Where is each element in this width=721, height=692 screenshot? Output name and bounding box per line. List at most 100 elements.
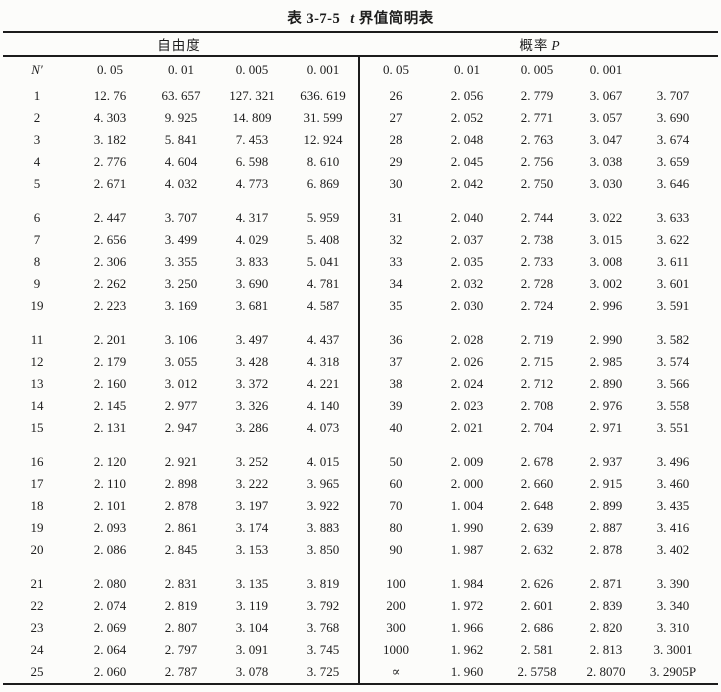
table-cell: 2. 648 (520, 498, 554, 513)
table-row: 200 1. 972 2. 601 2. 839 3. 340 (360, 595, 721, 617)
row-group: 11 2. 201 3. 106 3. 497 4. 437 12 2. 179 3. 055… (0, 329, 358, 439)
table-cell: 3. 622 (656, 232, 690, 247)
table-row: 37 2. 026 2. 715 2. 985 3. 574 (360, 351, 721, 373)
table-cell: 29 (389, 154, 403, 169)
table-row: 28 2. 048 2. 763 3. 047 3. 674 (360, 129, 721, 151)
table-left-half: N′ 0. 05 0. 01 0. 005 0. 001 1 12. 76 63. 657 1… (0, 57, 358, 683)
table-cell: 2. 223 (93, 298, 127, 313)
table-cell: 2. 048 (450, 132, 484, 147)
table-right-half: 0. 05 0. 01 0. 005 0. 001 26 2. 056 2. 779 3. … (358, 57, 721, 683)
table-cell: 9. 925 (164, 110, 198, 125)
table-row: 22 2. 074 2. 819 3. 119 3. 792 (0, 595, 358, 617)
table-cell: 3. 078 (235, 664, 269, 679)
table-cell: 3. 104 (235, 620, 269, 635)
table-rows-right: 26 2. 056 2. 779 3. 067 3. 707 27 2. 052 2. 771… (360, 85, 721, 683)
table-cell: 2. 632 (520, 542, 554, 557)
table-cell: 7 (33, 232, 41, 247)
table-cell: 2. 763 (520, 132, 554, 147)
table-cell: 3. 002 (589, 276, 623, 291)
table-cell: 2. 678 (520, 454, 554, 469)
table-row: 29 2. 045 2. 756 3. 038 3. 659 (360, 151, 721, 173)
table-cell: 31 (389, 210, 403, 225)
table-cell: 0. 005 (235, 62, 269, 77)
table-row: 11 2. 201 3. 106 3. 497 4. 437 (0, 329, 358, 351)
table-cell: 2. 819 (164, 598, 198, 613)
table-cell: 9 (33, 276, 41, 291)
table-cell: 2. 045 (450, 154, 484, 169)
table-cell: 3. 591 (656, 298, 690, 313)
table-cell: 2. 708 (520, 398, 554, 413)
table-cell: 2. 110 (93, 476, 127, 491)
table-row: 12 2. 179 3. 055 3. 428 4. 318 (0, 351, 358, 373)
table-cell: 2. 704 (520, 420, 554, 435)
table-cell: 2 (33, 110, 41, 125)
table-cell: 2. 626 (520, 576, 554, 591)
table-cell: 0. 001 (306, 62, 340, 77)
table-cell: 2. 820 (589, 620, 623, 635)
table-cell: 3. 153 (235, 542, 269, 557)
group-header-degrees-of-freedom: 自由度 (157, 38, 201, 53)
table-cell: 1. 990 (450, 520, 484, 535)
table-cell: 5 (33, 176, 41, 191)
table-cell: 1. 960 (450, 664, 484, 679)
table-row: 100 1. 984 2. 626 2. 871 3. 390 (360, 573, 721, 595)
row-group: 16 2. 120 2. 921 3. 252 4. 015 17 2. 110 2. 898… (0, 451, 358, 561)
group-header-probability: 概率 P (358, 34, 721, 54)
table-cell: 3. 106 (164, 332, 198, 347)
table-cell: 2. 8070 (586, 664, 626, 679)
table-cell: 4. 604 (164, 154, 198, 169)
table-cell: ∝ (391, 664, 401, 679)
table-cell: 2. 971 (589, 420, 623, 435)
table-cell: 3. 340 (656, 598, 690, 613)
table-cell: 2. 009 (450, 454, 484, 469)
table-cell: 3. 833 (235, 254, 269, 269)
table-cell: 2. 101 (93, 498, 127, 513)
table-cell: 2. 750 (520, 176, 554, 191)
table-cell: 3. 286 (235, 420, 269, 435)
table-row: ∝ 1. 960 2. 5758 2. 8070 3. 2905P (360, 661, 721, 683)
table-cell: 3. 707 (656, 88, 690, 103)
table-cell: 18 (30, 498, 44, 513)
table-cell: 32 (389, 232, 403, 247)
table-cell: 2. 060 (93, 664, 127, 679)
table-cell: 2. 845 (164, 542, 198, 557)
table-cell: 2. 937 (589, 454, 623, 469)
table-cell: 40 (389, 420, 403, 435)
table-cell: 3. 250 (164, 276, 198, 291)
table-cell: 3. 551 (656, 420, 690, 435)
row-group: 50 2. 009 2. 678 2. 937 3. 496 60 2. 000 2. 660… (360, 451, 721, 561)
table-cell: 2. 056 (450, 88, 484, 103)
table-cell: 3. 355 (164, 254, 198, 269)
table-cell: 3. 435 (656, 498, 690, 513)
table-cell: 3. 965 (306, 476, 340, 491)
title-text: 界值简明表 (358, 11, 434, 27)
table-cell: 2. 990 (589, 332, 623, 347)
table-cell: 3. 057 (589, 110, 623, 125)
bottom-rule (3, 683, 718, 685)
table-cell: 3. 819 (306, 576, 340, 591)
table-cell: 20 (30, 542, 44, 557)
table-cell: 2. 660 (520, 476, 554, 491)
table-cell: 4. 781 (306, 276, 340, 291)
table-cell: 3. 310 (656, 620, 690, 635)
table-cell: 5. 959 (306, 210, 340, 225)
table-cell: 2. 074 (93, 598, 127, 613)
table-cell: 2. 947 (164, 420, 198, 435)
table-cell: 3. 690 (656, 110, 690, 125)
table-cell: 2. 028 (450, 332, 484, 347)
table-cell: 1. 962 (450, 642, 484, 657)
table-cell: 2. 447 (93, 210, 127, 225)
table-cell: 12 (30, 354, 44, 369)
table-cell: 3. 197 (235, 498, 269, 513)
table-cell: 1. 004 (450, 498, 484, 513)
table-row: 26 2. 056 2. 779 3. 067 3. 707 (360, 85, 721, 107)
table-cell: 2. 887 (589, 520, 623, 535)
table-row: 32 2. 037 2. 738 3. 015 3. 622 (360, 229, 721, 251)
table-cell: 7. 453 (235, 132, 269, 147)
table-cell: 2. 145 (93, 398, 127, 413)
table-cell: 3. 566 (656, 376, 690, 391)
table-cell: 3. 012 (164, 376, 198, 391)
table-cell: 60 (389, 476, 403, 491)
table-row: 8 2. 306 3. 355 3. 833 5. 041 (0, 251, 358, 273)
table-row: 7 2. 656 3. 499 4. 029 5. 408 (0, 229, 358, 251)
